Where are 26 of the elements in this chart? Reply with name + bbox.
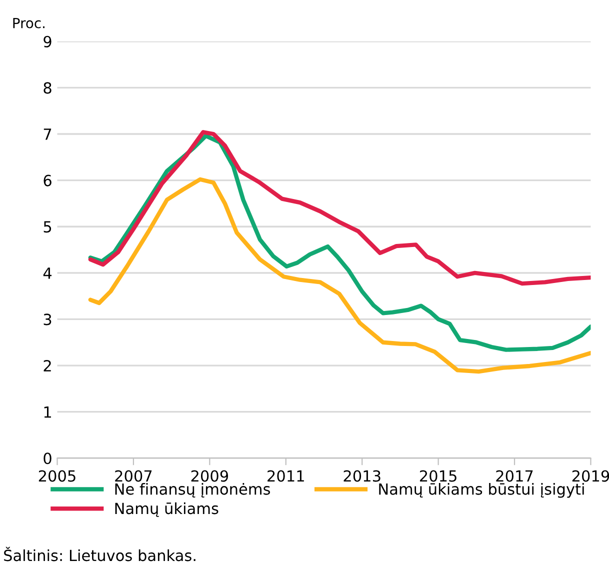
y-tick-label: 5 <box>44 221 52 233</box>
y-tick-label: 6 <box>44 174 52 186</box>
y-tick-label: 3 <box>44 314 52 326</box>
text: Šaltinis: Lietuvos bankas. <box>4 546 196 562</box>
y-tick-label: 2 <box>44 360 51 372</box>
y-tick-label: 1 <box>44 406 51 418</box>
x-tick-label: 2007 <box>115 470 152 482</box>
x-tick-label: 2011 <box>268 470 304 482</box>
x-tick-label: 2017 <box>496 470 533 482</box>
y-tick-label: 7 <box>44 128 52 140</box>
x-tick-label: 2015 <box>420 470 456 482</box>
x-tick-label: 2009 <box>191 470 228 482</box>
x-tick-label: 2013 <box>344 470 380 482</box>
legend-label: Namų ūkiams būstui įsigyti <box>379 483 584 498</box>
line-series <box>88 134 591 352</box>
legend-label: Ne finansų įmonėms <box>115 483 270 498</box>
line-series <box>88 177 591 374</box>
y-tick-label: 4 <box>43 268 52 279</box>
y-tick-label: 8 <box>44 82 52 94</box>
x-tick-label: 2019 <box>572 470 609 482</box>
y-axis-title: Proc. <box>13 18 44 28</box>
y-tick-label: 9 <box>44 36 52 48</box>
legend-label: Namų ūkiams <box>115 502 218 517</box>
x-tick-label: 2005 <box>38 470 76 482</box>
line-series <box>88 130 591 286</box>
y-tick-label: 0 <box>44 452 52 464</box>
